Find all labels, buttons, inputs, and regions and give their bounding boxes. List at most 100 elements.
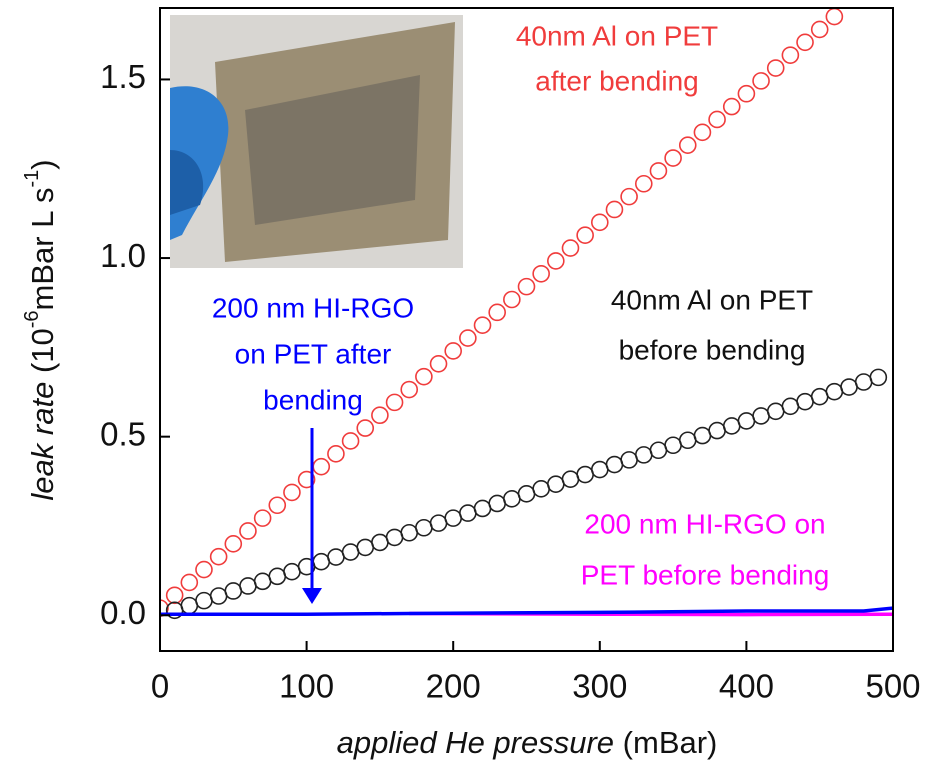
data-point — [240, 523, 256, 539]
data-point — [372, 407, 388, 423]
data-point — [181, 598, 197, 614]
data-point — [694, 124, 710, 140]
data-point — [577, 227, 593, 243]
y-tick-label: 1.0 — [100, 237, 146, 274]
page: {"chart_data": { "type": "scatter", "xla… — [0, 0, 943, 771]
data-point — [724, 418, 740, 434]
y-tick-label: 0.0 — [100, 594, 146, 631]
data-point — [343, 433, 359, 449]
data-point — [416, 369, 432, 385]
data-point — [196, 593, 212, 609]
data-point — [797, 394, 813, 410]
data-point — [753, 408, 769, 424]
data-point — [738, 413, 754, 429]
data-point — [826, 384, 842, 400]
data-point — [592, 214, 608, 230]
data-point — [533, 481, 549, 497]
data-point — [387, 394, 403, 410]
y-axis-label-italic: leak rate — [25, 382, 60, 501]
data-point — [504, 491, 520, 507]
data-point — [636, 447, 652, 463]
data-point — [606, 201, 622, 217]
annotation: before bending — [619, 334, 806, 365]
data-point — [709, 111, 725, 127]
data-point — [416, 520, 432, 536]
data-point — [592, 462, 608, 478]
y-tick-label: 1.5 — [100, 58, 146, 95]
data-point — [387, 529, 403, 545]
data-point — [284, 564, 300, 580]
data-point — [489, 304, 505, 320]
data-point — [181, 574, 197, 590]
data-point — [650, 442, 666, 458]
data-point — [826, 9, 842, 25]
data-point — [225, 583, 241, 599]
data-point — [460, 330, 476, 346]
data-point — [431, 356, 447, 372]
data-point — [328, 446, 344, 462]
data-point — [753, 73, 769, 89]
data-point — [313, 554, 329, 570]
data-point — [211, 588, 227, 604]
data-point — [680, 432, 696, 448]
x-tick-label: 200 — [426, 668, 481, 705]
x-tick-label: 100 — [279, 668, 334, 705]
data-point — [240, 578, 256, 594]
data-point — [562, 240, 578, 256]
data-point — [431, 515, 447, 531]
data-point — [548, 253, 564, 269]
x-tick-label: 400 — [719, 668, 774, 705]
data-point — [504, 291, 520, 307]
data-point — [475, 317, 491, 333]
data-point — [768, 60, 784, 76]
data-point — [694, 428, 710, 444]
data-point — [650, 163, 666, 179]
data-point — [797, 34, 813, 50]
y-axis-label-unit: ) — [25, 159, 60, 169]
data-point — [636, 176, 652, 192]
data-point — [856, 374, 872, 390]
data-point — [665, 437, 681, 453]
data-point — [372, 534, 388, 550]
data-point — [343, 544, 359, 560]
data-point — [577, 467, 593, 483]
data-point — [606, 457, 622, 473]
data-point — [401, 382, 417, 398]
data-point — [445, 510, 461, 526]
data-point — [812, 389, 828, 405]
inset-photo — [170, 15, 463, 268]
data-point — [167, 587, 183, 603]
data-point — [269, 497, 285, 513]
data-point — [782, 398, 798, 414]
data-point — [313, 459, 329, 475]
y-tick-label: 0.5 — [100, 415, 146, 452]
x-axis-label: applied He pressure (mBar) — [337, 725, 718, 760]
y-axis-label-unit: (10 — [25, 328, 60, 373]
y-axis-label-sup: -6 — [21, 310, 43, 328]
data-point — [460, 505, 476, 521]
data-point — [211, 549, 227, 565]
annotation: 40nm Al on PET — [611, 284, 813, 315]
data-point — [475, 500, 491, 516]
annotation: PET before bending — [581, 559, 830, 590]
x-axis-label-italic: applied He pressure — [337, 725, 614, 760]
data-point — [519, 279, 535, 295]
data-point — [445, 343, 461, 359]
annotation: 200 nm HI-RGO on — [584, 508, 825, 539]
data-point — [328, 549, 344, 565]
data-point — [519, 486, 535, 502]
x-tick-label: 0 — [151, 668, 169, 705]
data-point — [196, 562, 212, 578]
data-point — [255, 573, 271, 589]
data-point — [768, 403, 784, 419]
data-point — [680, 137, 696, 153]
annotation: 40nm Al on PET — [516, 20, 718, 51]
data-point — [269, 568, 285, 584]
data-point — [709, 423, 725, 439]
x-tick-label: 500 — [865, 668, 920, 705]
data-point — [489, 495, 505, 511]
annotation-arrowhead — [302, 588, 322, 604]
data-point — [621, 189, 637, 205]
data-point — [841, 379, 857, 395]
data-point — [548, 476, 564, 492]
